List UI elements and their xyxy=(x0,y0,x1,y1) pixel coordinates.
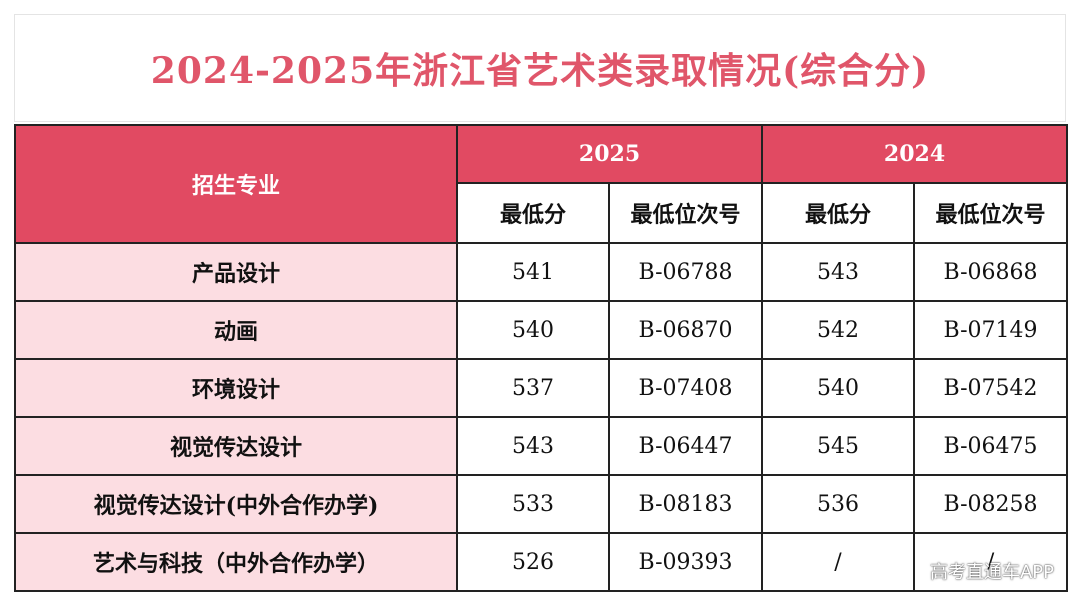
min-rank-2024: B-06475 xyxy=(913,416,1069,476)
major-name: 视觉传达设计 xyxy=(14,416,458,476)
min-rank-2024: / xyxy=(913,532,1069,592)
major-name: 艺术与科技（中外合作办学） xyxy=(14,532,458,592)
min-rank-2024: B-08258 xyxy=(913,474,1069,534)
min-score-2025: 540 xyxy=(456,300,610,360)
table-row: 艺术与科技（中外合作办学） 526 B-09393 / / xyxy=(14,532,1069,592)
major-name: 产品设计 xyxy=(14,242,458,302)
watermark: 高考直通车APP xyxy=(929,562,1054,583)
table-row: 环境设计 537 B-07408 540 B-07542 xyxy=(14,358,1069,418)
major-name: 动画 xyxy=(14,300,458,360)
year-header-2024: 2024 xyxy=(761,124,1069,184)
min-rank-2025: B-08183 xyxy=(607,474,764,534)
sub-header-min-score-2025: 最低分 xyxy=(456,182,610,244)
title-box: 2024-2025年浙江省艺术类录取情况(综合分) xyxy=(14,14,1066,122)
header-row-years: 招生专业 2025 2024 xyxy=(14,124,1069,244)
min-score-2024: / xyxy=(761,532,916,592)
table-row: 动画 540 B-06870 542 B-07149 xyxy=(14,300,1069,360)
table-row: 视觉传达设计 543 B-06447 545 B-06475 xyxy=(14,416,1069,476)
min-score-2024: 543 xyxy=(761,242,916,302)
admission-table: 招生专业 2025 2024 最低分 最低位次号 最低分 最低位次号 产品设计 … xyxy=(14,124,1069,592)
header-row-metrics: 最低分 最低位次号 最低分 最低位次号 xyxy=(15,182,1069,244)
major-column-header: 招生专业 xyxy=(14,124,458,244)
min-score-2025: 537 xyxy=(456,358,610,418)
min-rank-2024: B-07149 xyxy=(913,300,1069,360)
table-row: 产品设计 541 B-06788 543 B-06868 xyxy=(14,242,1069,302)
major-name: 环境设计 xyxy=(14,358,458,418)
min-rank-2025: B-09393 xyxy=(607,532,764,592)
table-row: 视觉传达设计(中外合作办学) 533 B-08183 536 B-08258 xyxy=(14,474,1069,534)
min-rank-2025: B-06788 xyxy=(607,242,764,302)
min-rank-2025: B-06447 xyxy=(607,416,764,476)
min-score-2025: 533 xyxy=(456,474,610,534)
min-rank-2024: B-07542 xyxy=(913,358,1069,418)
sub-header-min-rank-2025: 最低位次号 xyxy=(607,182,764,244)
min-score-2024: 536 xyxy=(761,474,916,534)
min-score-2024: 542 xyxy=(761,300,916,360)
min-score-2024: 540 xyxy=(761,358,916,418)
min-score-2024: 545 xyxy=(761,416,916,476)
sub-header-min-score-2024: 最低分 xyxy=(761,182,916,244)
min-score-2025: 543 xyxy=(456,416,610,476)
min-score-2025: 526 xyxy=(456,532,610,592)
min-rank-2024: B-06868 xyxy=(913,242,1069,302)
min-score-2025: 541 xyxy=(456,242,610,302)
min-rank-2025: B-07408 xyxy=(607,358,764,418)
page-title: 2024-2025年浙江省艺术类录取情况(综合分) xyxy=(150,50,930,92)
sub-header-min-rank-2024: 最低位次号 xyxy=(913,182,1069,244)
min-rank-2025: B-06870 xyxy=(607,300,764,360)
year-header-2025: 2025 xyxy=(455,124,764,184)
major-name: 视觉传达设计(中外合作办学) xyxy=(14,474,458,534)
